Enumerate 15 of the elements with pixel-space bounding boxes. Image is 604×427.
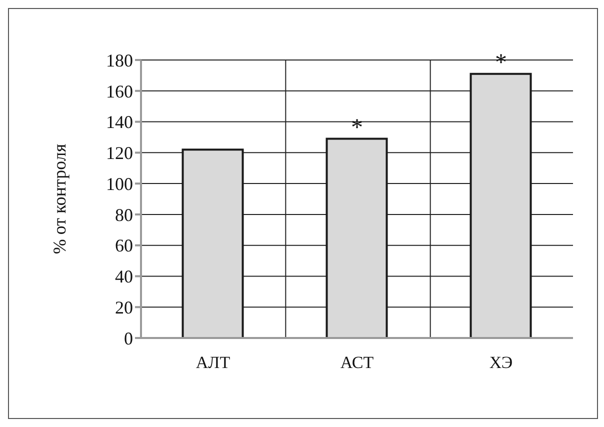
- y-tick-label: 0: [124, 328, 133, 348]
- y-tick-label: 80: [115, 204, 133, 225]
- y-tick-label: 140: [106, 112, 133, 132]
- y-tick-label: 180: [106, 50, 133, 70]
- annotation: *: [351, 114, 363, 141]
- y-axis-title: % от контроля: [49, 144, 70, 254]
- x-tick-label: АСТ: [340, 353, 374, 372]
- y-tick-label: 60: [115, 236, 133, 256]
- x-tick-label: АЛТ: [196, 353, 231, 372]
- y-tick-label: 160: [106, 81, 133, 102]
- y-tick-label: 120: [106, 143, 133, 164]
- y-tick-label: 20: [115, 298, 133, 318]
- y-tick-label: 100: [106, 174, 133, 194]
- y-tick-label: 40: [115, 266, 133, 287]
- x-tick-label: ХЭ: [489, 353, 513, 372]
